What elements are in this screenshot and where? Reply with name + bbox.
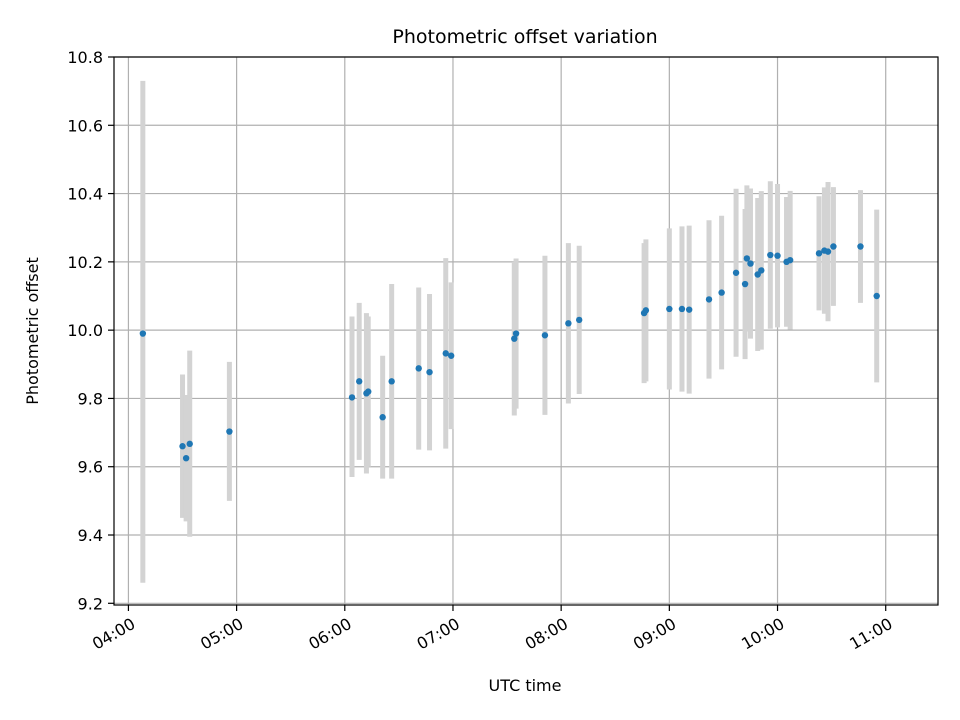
data-point [873, 292, 880, 300]
data-point [747, 260, 754, 267]
data-point [388, 378, 395, 385]
data-point [139, 330, 147, 337]
data-point [226, 428, 233, 435]
data-point [824, 248, 832, 255]
data-point [741, 280, 749, 288]
y-tick-label: 10.6 [67, 116, 103, 135]
data-point [767, 251, 774, 259]
data-point [512, 330, 520, 337]
data-point [415, 365, 422, 372]
x-axis-label: UTC time [489, 676, 562, 695]
data-point [758, 267, 765, 274]
data-point [365, 388, 372, 395]
y-tick-label: 10.4 [67, 185, 103, 204]
data-point [179, 443, 186, 450]
data-point [678, 305, 686, 313]
y-tick-label: 9.8 [78, 389, 103, 408]
x-tick-label: 06:00 [305, 614, 354, 654]
data-point [815, 250, 823, 257]
y-tick-label: 10.8 [67, 48, 103, 67]
data-point [743, 255, 751, 262]
y-tick-label: 10.0 [67, 321, 103, 340]
data-point [857, 243, 864, 250]
data-point [666, 305, 673, 313]
data-point [718, 289, 725, 296]
data-point [786, 256, 794, 264]
x-tick-label: 07:00 [414, 614, 463, 654]
y-tick-label: 9.4 [78, 526, 103, 545]
data-point [426, 368, 433, 376]
data-point [182, 454, 190, 462]
x-tick-label: 09:00 [630, 614, 679, 654]
x-tick-label: 10:00 [738, 614, 787, 654]
data-point [447, 352, 455, 359]
data-points [139, 243, 880, 462]
y-tick-label: 10.2 [67, 253, 103, 272]
data-point [356, 378, 363, 385]
plot-frame [113, 56, 939, 606]
grid [114, 56, 938, 605]
data-point [774, 252, 781, 259]
data-point [442, 350, 449, 357]
data-point [379, 414, 386, 421]
data-point [732, 269, 740, 276]
x-tick-label: 08:00 [522, 614, 571, 654]
data-point [541, 332, 549, 339]
data-point [685, 306, 693, 313]
data-point [642, 307, 650, 314]
data-point [830, 243, 837, 250]
x-tick-label: 04:00 [89, 614, 138, 654]
data-point [186, 440, 193, 448]
data-point [705, 296, 713, 303]
data-point [348, 394, 356, 401]
data-point [754, 271, 761, 278]
data-point [565, 320, 572, 327]
y-tick-label: 9.2 [78, 594, 103, 613]
x-tick-label: 05:00 [197, 614, 246, 654]
data-point [511, 335, 518, 342]
chart-title: Photometric offset variation [392, 26, 657, 48]
data-point [575, 316, 583, 324]
y-tick-label: 9.6 [78, 458, 103, 477]
x-tick-label: 11:00 [846, 614, 895, 654]
y-axis-label: Photometric offset [23, 257, 42, 405]
y-axis-ticks: 9.2 9.4 9.6 9.8 10.0 10.2 10.4 10.6 10.8 [67, 48, 114, 613]
error-bars [140, 80, 880, 583]
x-axis-ticks: 04:00 05:00 06:00 07:00 08:00 09:00 10:00 11:00 [89, 605, 896, 654]
